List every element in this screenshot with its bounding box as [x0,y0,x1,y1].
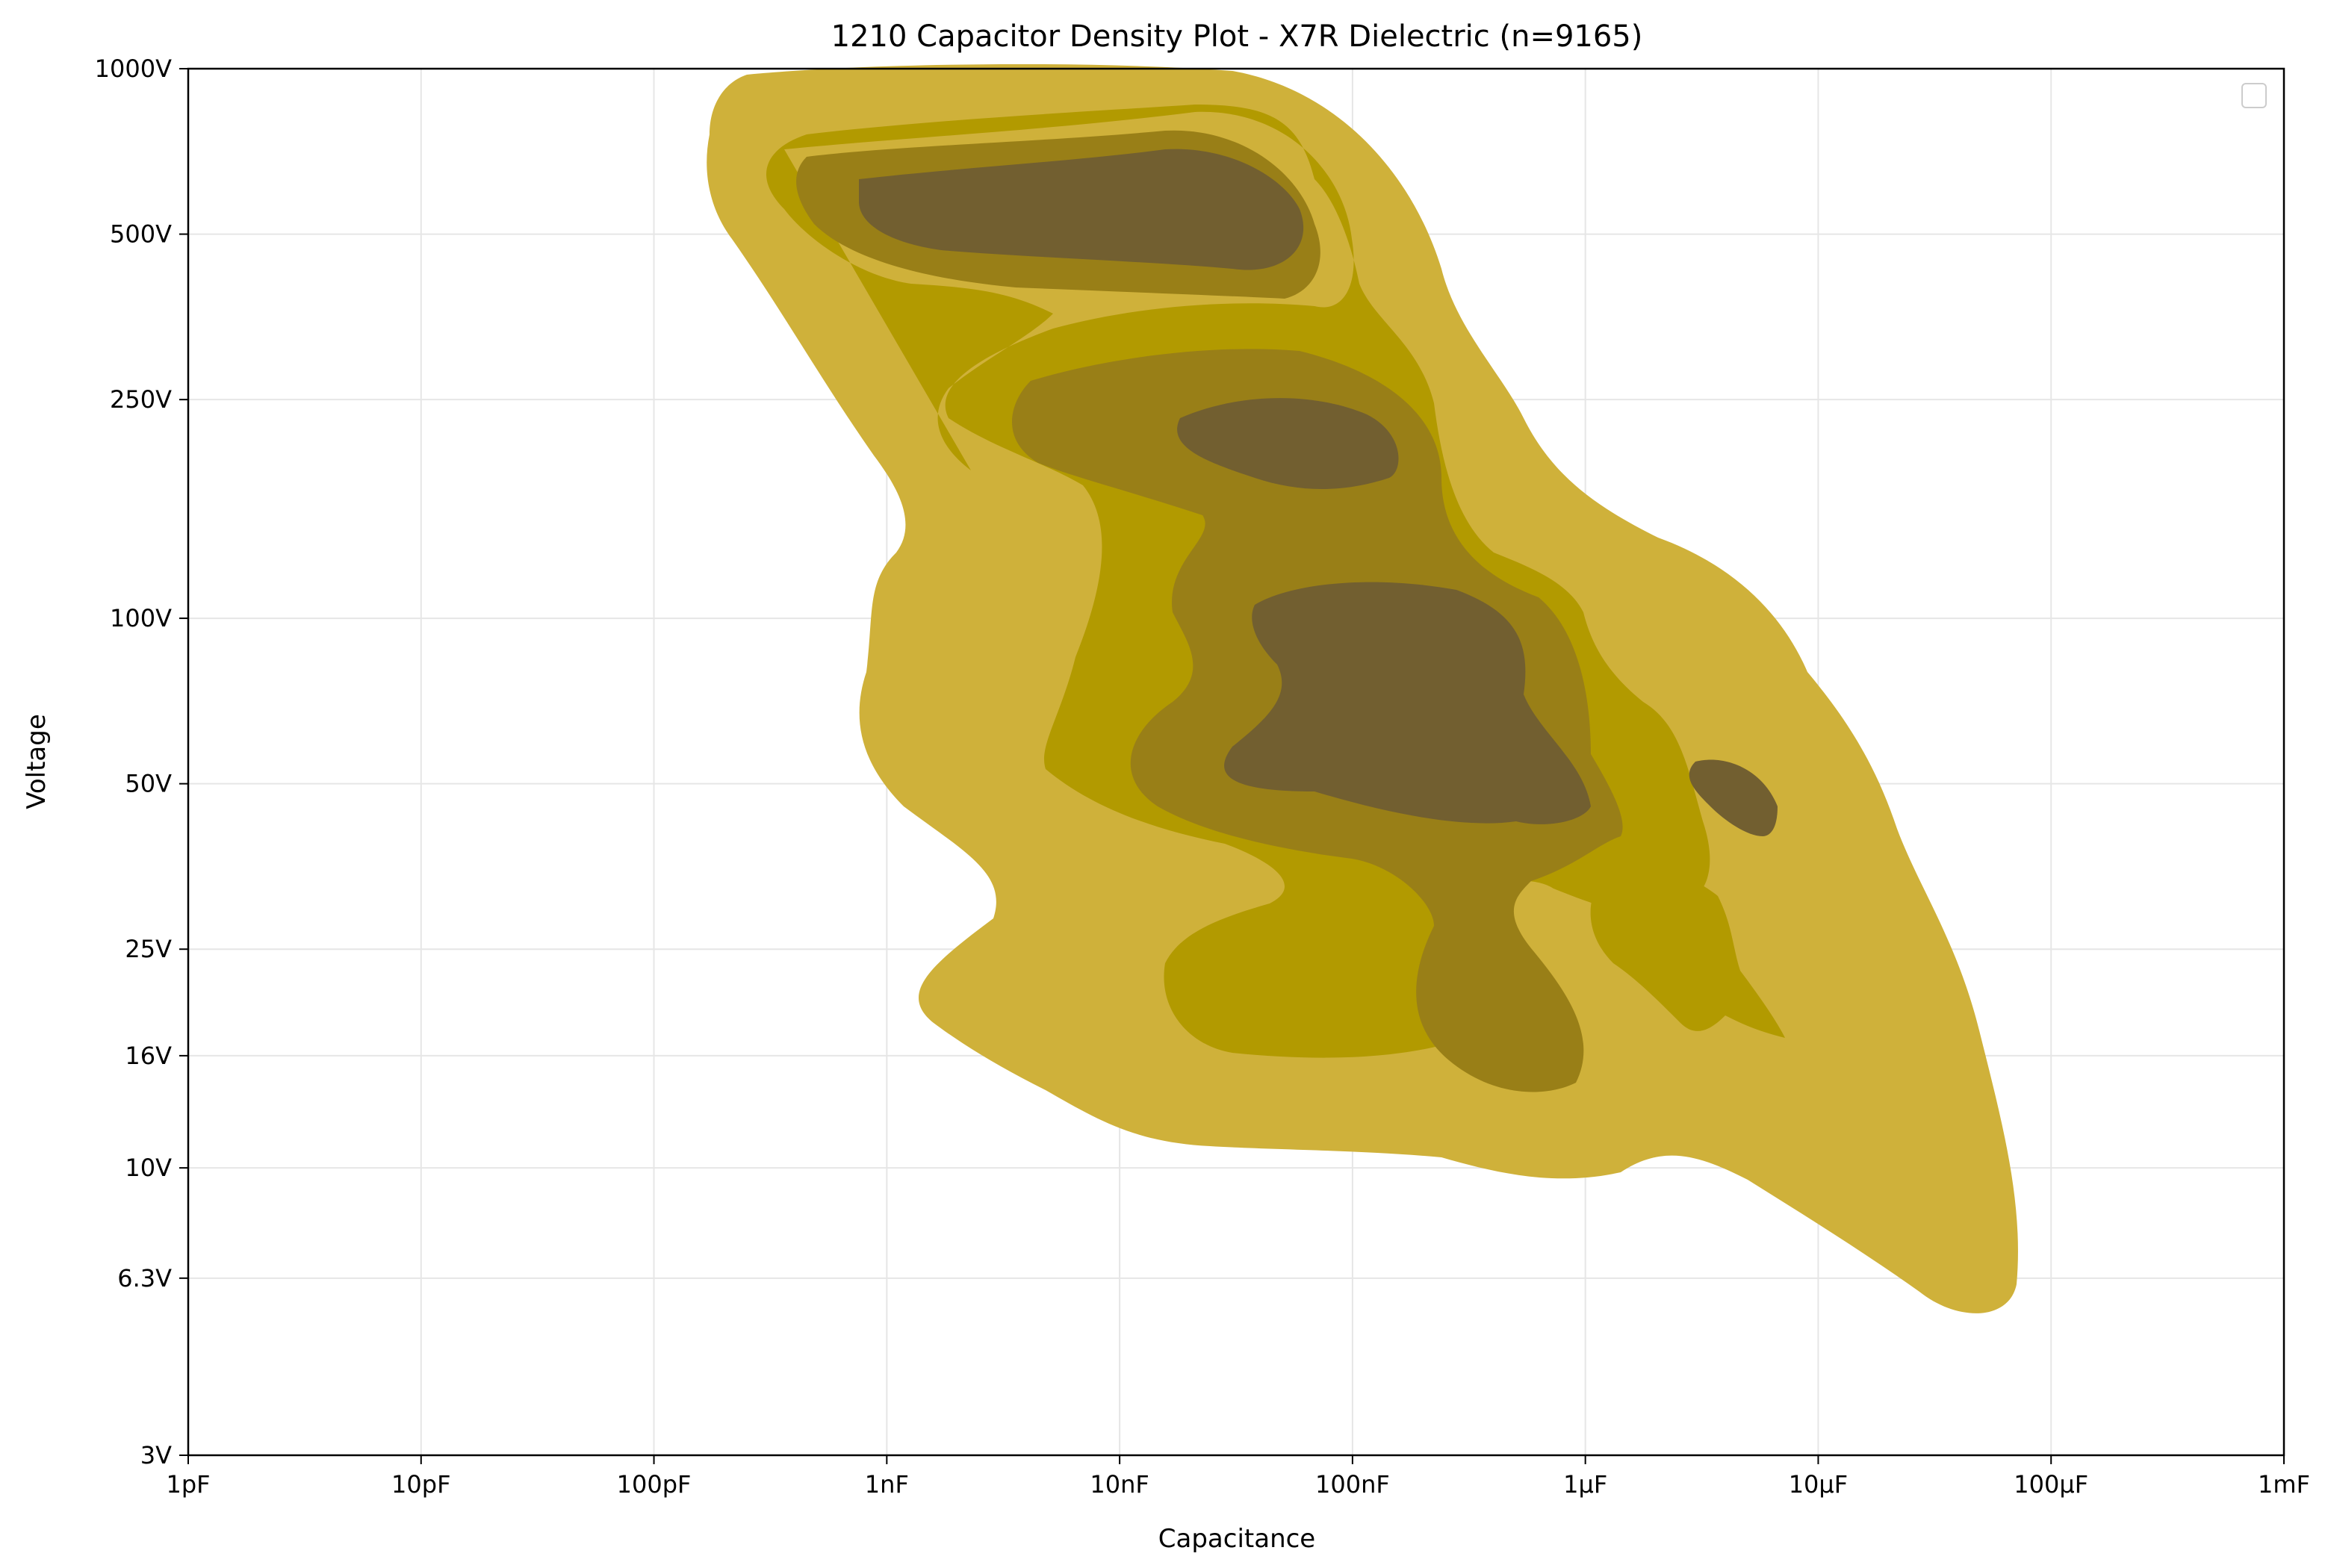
contour-level-4-mid [1177,398,1399,489]
y-tick-label: 1000V [95,55,172,83]
x-tick-label: 100µF [2014,1470,2088,1499]
x-tick-label: 1mF [2258,1470,2310,1499]
x-tick-label: 10pF [391,1470,450,1499]
x-tick-label: 10µF [1789,1470,1848,1499]
contour-level-2-island [1590,868,1785,1038]
contour-level-4-small [1689,759,1778,836]
x-tick-label: 1nF [865,1470,909,1499]
y-tick-label: 250V [110,385,172,414]
y-tick-label: 10V [125,1154,172,1182]
contour-level-4-lower [1224,582,1591,824]
x-tick-label: 1µF [1563,1470,1607,1499]
y-tick-label: 16V [125,1042,172,1070]
y-tick-label: 25V [125,935,172,963]
y-tick-label: 100V [110,604,172,632]
x-tick-label: 10nF [1090,1470,1149,1499]
y-axis-ticks: 3V 6.3V 10V 16V 25V 50V 100V 250V 500V 1000V [95,55,188,1469]
axes [187,67,2285,1457]
y-tick-label: 50V [125,770,172,798]
y-tick-label: 500V [110,220,172,249]
density-contours [707,63,2018,1313]
y-axis-title: Voltage [22,714,52,809]
x-tick-label: 100nF [1315,1470,1390,1499]
x-tick-label: 1pF [166,1470,210,1499]
plot-frame [187,67,2285,1457]
contour-level-4-top [859,149,1304,270]
x-tick-label: 100pF [617,1470,692,1499]
chart-title: 1210 Capacitor Density Plot - X7R Dielec… [831,19,1643,54]
y-tick-label: 6.3V [117,1264,172,1292]
y-tick-label: 3V [140,1441,172,1469]
legend-box [2241,83,2267,108]
x-axis-ticks: 1pF 10pF 100pF 1nF 10nF 100nF 1µF 10µF 100µF 1mF [166,1455,2310,1499]
x-axis-title: Capacitance [1158,1524,1315,1554]
